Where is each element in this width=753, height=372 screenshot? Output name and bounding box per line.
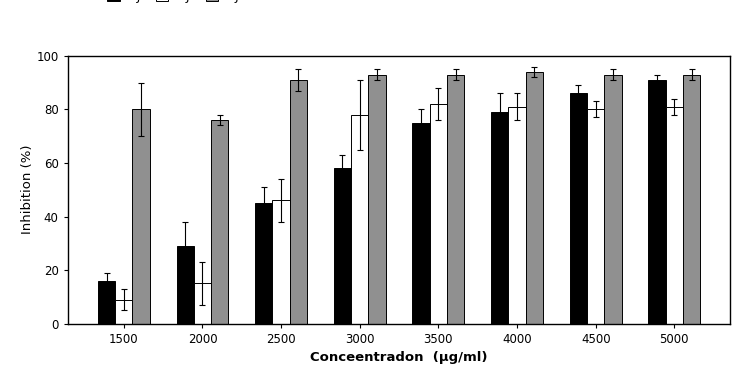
Bar — [368, 74, 386, 324]
Bar — [570, 93, 587, 324]
Bar — [587, 109, 605, 324]
Bar — [194, 283, 211, 324]
Bar — [273, 201, 290, 324]
Legend: FaJ, FbJ, FcJ: FaJ, FbJ, FcJ — [107, 0, 239, 3]
Bar — [98, 281, 115, 324]
Bar — [211, 120, 228, 324]
Bar — [526, 72, 543, 324]
Bar — [430, 104, 447, 324]
Y-axis label: Inhibition (%): Inhibition (%) — [21, 145, 34, 234]
Bar — [648, 80, 666, 324]
Bar — [115, 299, 133, 324]
Bar — [447, 74, 465, 324]
Bar — [683, 74, 700, 324]
Bar — [508, 107, 526, 324]
Bar — [351, 115, 368, 324]
Bar — [334, 168, 351, 324]
Bar — [176, 246, 194, 324]
Bar — [491, 112, 508, 324]
Bar — [413, 123, 430, 324]
Bar — [290, 80, 307, 324]
Bar — [255, 203, 273, 324]
Bar — [133, 109, 150, 324]
Bar — [666, 107, 683, 324]
X-axis label: Conceentradon  (µg/ml): Conceentradon (µg/ml) — [310, 351, 488, 364]
Bar — [605, 74, 622, 324]
